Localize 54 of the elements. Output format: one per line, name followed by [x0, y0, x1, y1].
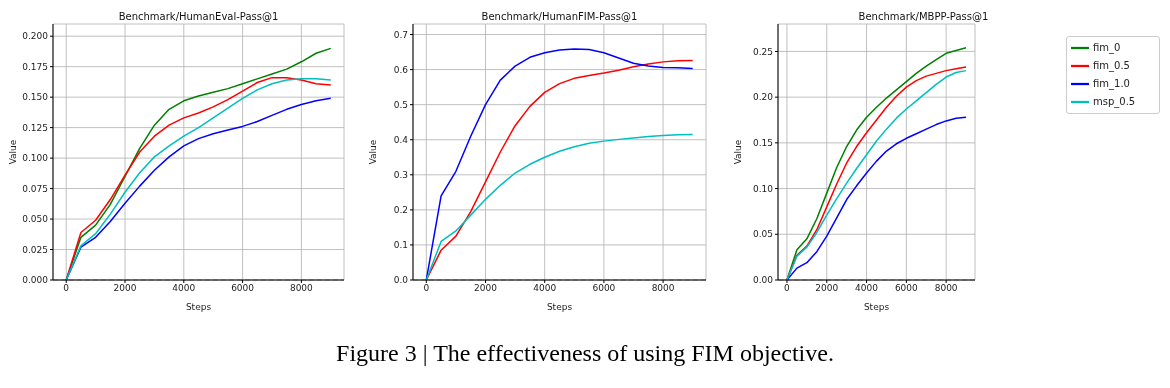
y-tick-label: 0.075	[22, 183, 48, 194]
x-axis-title: Steps	[185, 302, 212, 312]
x-tick-label: 6000	[592, 283, 616, 294]
y-tick-label: 0.10	[752, 183, 774, 194]
y-tick-label: 0.3	[393, 169, 408, 180]
line-series	[786, 116, 967, 280]
x-tick-label: 2000	[474, 283, 498, 294]
chart-title: Benchmark/MBPP-Pass@1	[857, 11, 990, 22]
y-axis-title: Value	[368, 139, 379, 165]
legend-label: fim_1.0	[1093, 78, 1130, 89]
y-tick-label: 0.5	[393, 99, 408, 110]
x-tick-label: 2000	[815, 283, 839, 294]
y-tick-label: 0.4	[393, 134, 409, 145]
caption: Figure 3 | The effectiveness of using FIM objective.	[335, 340, 835, 367]
x-tick-label: 6000	[231, 283, 255, 294]
y-tick-label: 0.125	[22, 122, 48, 133]
x-tick-label: 8000	[289, 283, 314, 294]
y-tick-label: 0.025	[22, 244, 48, 255]
y-tick-label: 0.6	[393, 64, 409, 75]
y-tick-label: 0.100	[22, 153, 49, 164]
chart-title: Benchmark/HumanFIM-Pass@1	[480, 11, 639, 22]
x-tick-label: 4000	[172, 283, 196, 294]
y-tick-label: 0.15	[752, 138, 773, 149]
chart-title: Benchmark/HumanEval-Pass@1	[117, 11, 280, 22]
y-tick-label: 0.1	[393, 240, 408, 251]
y-tick-label: 0.20	[752, 92, 774, 103]
y-tick-label: 0.00	[752, 275, 774, 286]
y-tick-label: 0.25	[752, 46, 773, 57]
legend-label: fim_0	[1093, 42, 1121, 53]
y-tick-label: 0.200	[22, 31, 49, 42]
x-axis-title: Steps	[546, 302, 573, 312]
legend-label: fim_0.5	[1093, 60, 1130, 71]
x-tick-label: 4000	[533, 283, 557, 294]
y-tick-label: 0.05	[752, 229, 773, 240]
x-axis-title: Steps	[863, 302, 890, 312]
y-tick-label: 0.7	[393, 29, 408, 40]
line-series	[425, 133, 694, 280]
x-tick-label: 8000	[934, 283, 958, 294]
y-axis-title: Value	[8, 139, 19, 165]
legend-label: msp_0.5	[1093, 96, 1136, 107]
y-tick-label: 0.150	[22, 92, 49, 103]
y-axis-title: Value	[733, 139, 744, 165]
x-tick-label: 0	[423, 283, 430, 294]
y-tick-label: 0.000	[22, 275, 49, 286]
y-tick-label: 0.050	[22, 214, 49, 225]
y-tick-label: 0.0	[393, 275, 409, 286]
x-tick-label: 0	[784, 283, 791, 294]
x-tick-label: 2000	[113, 283, 137, 294]
y-tick-label: 0.2	[393, 205, 408, 216]
x-tick-label: 6000	[894, 283, 919, 294]
x-tick-label: 8000	[651, 283, 675, 294]
y-tick-label: 0.175	[22, 61, 48, 72]
x-tick-label: 0	[63, 283, 70, 294]
x-tick-label: 4000	[855, 283, 879, 294]
